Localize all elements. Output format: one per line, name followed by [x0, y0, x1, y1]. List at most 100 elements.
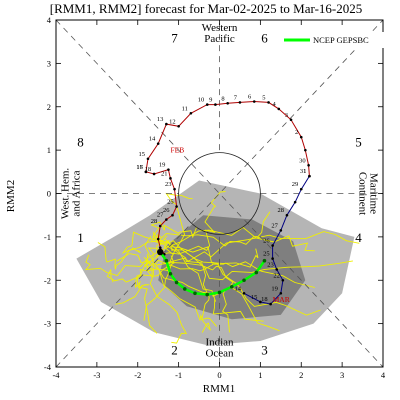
series-point	[164, 258, 169, 263]
series-point	[308, 174, 311, 178]
point-label: 25	[167, 199, 174, 206]
series-point	[226, 101, 229, 105]
point-label: 31	[300, 168, 307, 175]
point-label: 25	[263, 251, 270, 258]
series-point	[259, 300, 262, 304]
phase-number: 4	[355, 230, 362, 245]
series-point	[156, 142, 160, 145]
y-tick-label: 2	[47, 102, 51, 112]
series-3	[157, 248, 267, 297]
series-point	[269, 302, 272, 306]
region-label: Indian Ocean	[205, 337, 234, 360]
series-point	[242, 278, 246, 283]
point-label: 15	[251, 294, 258, 301]
point-label: 27	[271, 222, 278, 229]
series-line	[145, 168, 178, 255]
phase-dividers	[55, 19, 384, 368]
point-label: 16	[136, 164, 143, 171]
point-label: 14	[235, 285, 242, 292]
series-point	[205, 292, 210, 297]
point-label: 23	[165, 181, 172, 188]
y-tick-label: 3	[47, 58, 51, 68]
series-point	[254, 270, 259, 275]
chart-title: [RMM1, RMM2] forecast for Mar-02-2025 to…	[50, 1, 363, 16]
month-labels: FEB MAR	[170, 145, 289, 304]
series-point	[169, 177, 172, 180]
phase-number: 6	[261, 30, 268, 45]
point-label: 13	[157, 116, 164, 123]
phase-divider-diagonal-b	[55, 19, 384, 368]
month-label: FEB	[170, 145, 184, 154]
series-point	[242, 291, 246, 295]
ensemble-member-track	[155, 191, 226, 257]
series-line	[159, 251, 266, 296]
series-point	[174, 280, 179, 285]
amplitude-one-circle	[178, 152, 261, 235]
point-label: 18	[261, 296, 268, 303]
ensemble-member-track	[150, 221, 198, 256]
point-label: 19	[159, 162, 166, 169]
point-label: 10	[198, 97, 205, 104]
point-label: 14	[149, 136, 156, 143]
ensemble-member-track	[116, 253, 154, 279]
legend-label-ncep-gepsbc: NCEP GEPSBC	[313, 35, 369, 45]
region-label: MaritimeContinent	[357, 172, 380, 215]
month-label: MAR	[273, 295, 290, 304]
series-point	[267, 101, 270, 104]
ensemble-member-track	[150, 240, 217, 327]
phase-number: 8	[77, 134, 84, 149]
phase-number: 1	[77, 230, 84, 245]
point-label: 5	[262, 94, 265, 101]
series-point	[279, 229, 283, 232]
series-point	[277, 107, 281, 111]
point-label: 19	[271, 285, 278, 292]
point-label: 23	[267, 261, 274, 268]
series-point	[171, 213, 174, 217]
legend-box	[281, 32, 384, 48]
x-tick-label: 4	[381, 370, 386, 380]
series-point	[217, 290, 222, 295]
series-point	[167, 168, 170, 171]
x-tick-label: -4	[52, 370, 60, 380]
series-0: 31 30 2 3 4 5 6 7 8 9 10 11 12 13 14 15 16	[136, 94, 311, 178]
series-point	[262, 258, 267, 263]
point-label: 21	[161, 170, 168, 177]
series-point	[177, 124, 180, 128]
series-point	[175, 205, 178, 208]
series-point	[299, 187, 303, 191]
series-point	[189, 111, 193, 115]
ensemble-member-track	[97, 235, 168, 270]
point-label: 18	[145, 166, 152, 173]
point-label: 7	[234, 94, 238, 101]
series-point	[289, 118, 293, 122]
point-label: 28	[277, 207, 284, 214]
point-label: 4	[273, 101, 277, 108]
point-label: 17	[136, 164, 143, 171]
ensemble-member-track	[156, 233, 259, 268]
series-point	[173, 187, 176, 191]
series-point	[158, 246, 162, 250]
phase-number: 2	[171, 343, 178, 358]
x-tick-label: -1	[175, 370, 182, 380]
point-label: 29	[292, 181, 299, 188]
x-axis-label: RMM1	[203, 383, 235, 395]
series-line	[145, 100, 310, 177]
series-point	[229, 284, 234, 289]
legend: NCEP GEPSBC	[281, 32, 384, 48]
point-label: 9	[209, 97, 212, 104]
point-label: 27	[157, 212, 164, 219]
series-point	[182, 287, 187, 291]
series-point	[214, 103, 217, 106]
point-label: 28	[151, 218, 158, 225]
point-label: 6	[248, 94, 252, 101]
point-label: 11	[182, 105, 188, 112]
x-tick-label: 0	[217, 370, 221, 380]
x-tick-label: 2	[299, 370, 303, 380]
series-point	[152, 172, 156, 176]
series-point	[285, 213, 289, 217]
forecast-start-point	[157, 248, 164, 256]
x-tick-label: -3	[93, 370, 100, 380]
